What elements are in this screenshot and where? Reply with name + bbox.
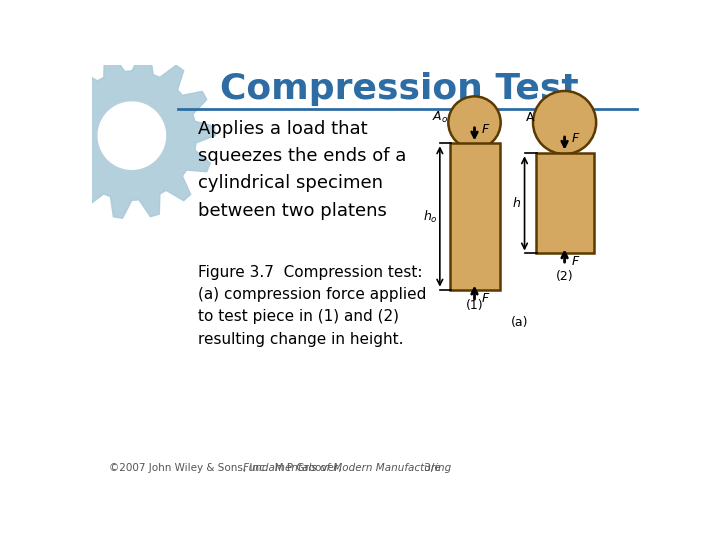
- Bar: [450, 143, 500, 289]
- Text: F: F: [482, 292, 489, 306]
- Ellipse shape: [533, 91, 596, 154]
- Text: F: F: [572, 132, 579, 145]
- Text: Applies a load that
squeezes the ends of a
cylindrical specimen
between two plat: Applies a load that squeezes the ends of…: [198, 120, 406, 220]
- Text: (a): (a): [510, 316, 528, 329]
- Text: Fundamentals of Modern Manufacturing: Fundamentals of Modern Manufacturing: [243, 463, 451, 473]
- Text: h: h: [512, 197, 520, 210]
- Text: F: F: [482, 123, 489, 136]
- Text: 3/e: 3/e: [421, 463, 441, 473]
- Text: (1): (1): [466, 299, 483, 312]
- Text: ©2007 John Wiley & Sons, Inc.  M P Groover,: ©2007 John Wiley & Sons, Inc. M P Groove…: [109, 463, 345, 473]
- Text: Compression Test: Compression Test: [220, 72, 579, 106]
- Text: A: A: [526, 111, 534, 124]
- Text: F: F: [572, 255, 579, 268]
- Text: Figure 3.7  Compression test:
(a) compression force applied
to test piece in (1): Figure 3.7 Compression test: (a) compres…: [198, 265, 426, 347]
- Polygon shape: [49, 53, 215, 218]
- Bar: [536, 153, 594, 253]
- Text: $A_o$: $A_o$: [432, 110, 449, 125]
- Ellipse shape: [449, 96, 500, 148]
- Text: (2): (2): [556, 270, 573, 283]
- Polygon shape: [98, 102, 166, 169]
- Text: $h_o$: $h_o$: [423, 208, 438, 225]
